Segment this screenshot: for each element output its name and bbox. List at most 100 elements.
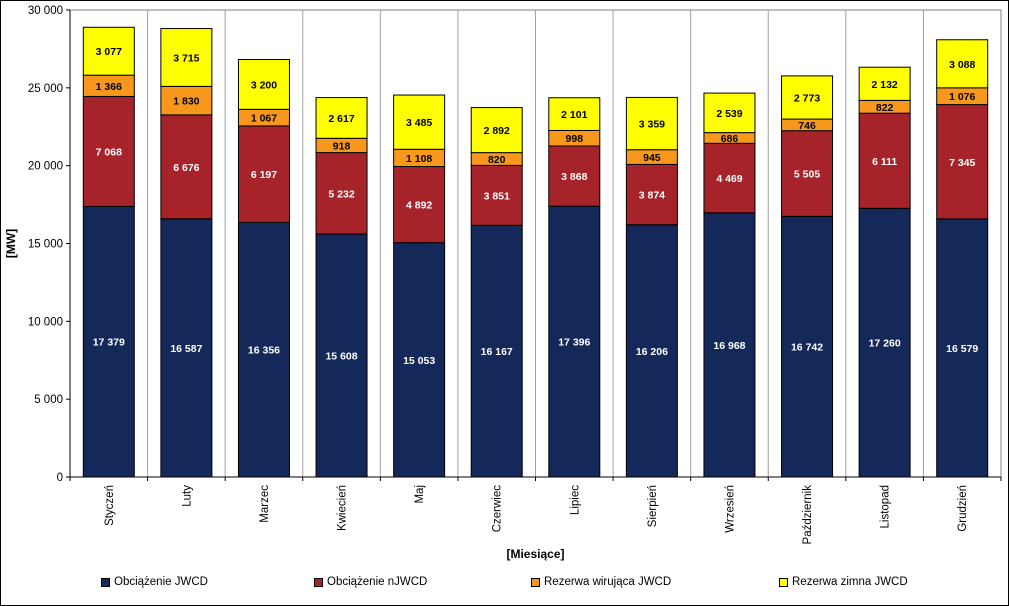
x-tick-label: Styczeń <box>104 485 116 526</box>
bar-segment-obciazenie-njwcd <box>548 145 601 207</box>
data-label: 3 485 <box>406 117 432 129</box>
data-label: 7 345 <box>949 157 975 169</box>
bar-segment-rezerwa-zimna-jwcd <box>82 26 135 76</box>
bar-segment-obciazenie-jwcd <box>703 212 756 478</box>
data-label: 945 <box>643 152 661 164</box>
legend-item-rezerwa-wirujaca: Rezerwa wirująca JWCD <box>531 576 671 588</box>
data-label: 16 742 <box>791 342 823 354</box>
data-label: 16 968 <box>713 340 745 352</box>
data-label: 3 200 <box>251 79 277 91</box>
data-label: 3 874 <box>639 190 665 202</box>
bar-segment-obciazenie-jwcd <box>936 218 989 478</box>
data-label: 686 <box>721 133 739 145</box>
data-label: 16 356 <box>248 345 280 357</box>
data-label: 5 505 <box>794 169 820 181</box>
bar-segment-obciazenie-njwcd <box>625 163 678 226</box>
bar-segment-obciazenie-jwcd <box>625 224 678 478</box>
data-label: 7 068 <box>96 146 122 158</box>
legend-item-obciazenie-njwcd: Obciążenie nJWCD <box>314 576 427 588</box>
bar-segment-obciazenie-njwcd <box>781 130 834 217</box>
data-label: 2 892 <box>484 125 510 137</box>
bar-segment-rezerwa-zimna-jwcd <box>625 96 678 151</box>
x-tick-label: Wrzesień <box>724 485 736 533</box>
legend-label-rezerwa-zimna: Rezerwa zimna JWCD <box>792 576 908 588</box>
data-label: 6 676 <box>173 162 199 174</box>
x-tick-label: Grudzień <box>957 485 969 532</box>
data-label: 822 <box>876 102 894 114</box>
bar-segment-obciazenie-njwcd <box>82 95 135 207</box>
x-axis-title: [Miesiące] <box>506 547 564 561</box>
data-label: 998 <box>566 133 584 145</box>
bar-segment-rezerwa-zimna-jwcd <box>160 28 213 87</box>
data-label: 6 197 <box>251 169 277 181</box>
y-tick-label: 25 000 <box>28 83 63 95</box>
data-label: 2 539 <box>716 108 742 120</box>
y-tick-label: 30 000 <box>28 5 63 17</box>
y-tick-label: 20 000 <box>28 161 63 173</box>
bar-segment-rezerwa-wirujaca-jwcd <box>160 85 213 116</box>
data-label: 1 366 <box>96 81 122 93</box>
legend-swatch-obciazenie-njwcd <box>314 577 323 587</box>
y-tick-label: 5 000 <box>34 394 63 406</box>
bar-segment-obciazenie-jwcd <box>315 233 368 478</box>
data-label: 1 830 <box>173 96 199 108</box>
bar-segment-rezerwa-zimna-jwcd <box>858 66 911 101</box>
data-label: 2 617 <box>328 113 354 125</box>
y-axis-title: [MW] <box>4 229 18 258</box>
x-tick-label: Kwiecień <box>337 485 349 531</box>
bar-segment-rezerwa-zimna-jwcd <box>703 92 756 134</box>
x-tick-label: Październik <box>802 485 814 545</box>
bar-segment-rezerwa-zimna-jwcd <box>315 97 368 139</box>
data-label: 4 892 <box>406 200 432 212</box>
data-label: 16 579 <box>946 343 978 355</box>
data-label: 5 232 <box>328 188 354 200</box>
legend-label-obciazenie-jwcd: Obciążenie JWCD <box>114 576 208 588</box>
data-label: 15 053 <box>403 355 435 367</box>
data-label: 6 111 <box>872 156 897 168</box>
bar-segment-rezerwa-zimna-jwcd <box>936 39 989 89</box>
legend: Obciążenie JWCD Obciążenie nJWCD Rezerwa… <box>1 576 1009 596</box>
bar-segment-rezerwa-zimna-jwcd <box>393 94 446 150</box>
y-tick-label: 15 000 <box>28 239 63 251</box>
bar-segment-obciazenie-njwcd <box>237 125 290 223</box>
x-tick-label: Sierpień <box>647 485 659 527</box>
data-label: 16 587 <box>170 343 202 355</box>
data-label: 16 167 <box>481 346 513 358</box>
legend-label-rezerwa-wirujaca: Rezerwa wirująca JWCD <box>544 576 672 588</box>
data-label: 15 608 <box>325 351 357 363</box>
bar-segment-obciazenie-jwcd <box>393 242 446 478</box>
data-label: 17 260 <box>869 338 901 350</box>
bar-segment-obciazenie-njwcd <box>936 104 989 220</box>
data-label: 820 <box>488 154 506 166</box>
legend-item-obciazenie-jwcd: Obciążenie JWCD <box>101 576 208 588</box>
x-tick-label: Czerwiec <box>492 485 504 533</box>
bar-segment-obciazenie-njwcd <box>160 114 213 220</box>
x-tick-label: Maj <box>414 485 426 504</box>
x-tick-label: Luty <box>181 485 193 507</box>
legend-swatch-rezerwa-zimna <box>779 577 788 587</box>
data-label: 3 868 <box>561 171 587 183</box>
bar-segment-obciazenie-jwcd <box>82 205 135 478</box>
y-tick-label: 10 000 <box>28 316 63 328</box>
legend-item-rezerwa-zimna: Rezerwa zimna JWCD <box>779 576 908 588</box>
bar-segment-obciazenie-njwcd <box>470 164 523 226</box>
x-tick-label: Lipiec <box>569 485 581 515</box>
bar-segment-obciazenie-njwcd <box>703 142 756 214</box>
bar-segment-obciazenie-jwcd <box>160 218 213 478</box>
x-tick-label: Listopad <box>880 485 892 528</box>
data-label: 3 715 <box>173 52 199 64</box>
data-label: 3 088 <box>949 59 975 71</box>
data-label: 3 077 <box>96 46 122 58</box>
legend-swatch-obciazenie-jwcd <box>101 577 110 587</box>
data-label: 746 <box>798 120 816 132</box>
data-label: 2 132 <box>871 79 897 91</box>
legend-swatch-rezerwa-wirujaca <box>531 577 540 587</box>
data-label: 918 <box>333 140 351 152</box>
bar-segment-rezerwa-zimna-jwcd <box>781 75 834 120</box>
legend-label-obciazenie-njwcd: Obciążenie nJWCD <box>327 576 428 588</box>
data-label: 1 067 <box>251 113 277 125</box>
bar-segment-obciazenie-jwcd <box>781 215 834 478</box>
data-label: 4 469 <box>716 173 742 185</box>
data-label: 17 396 <box>558 337 590 349</box>
